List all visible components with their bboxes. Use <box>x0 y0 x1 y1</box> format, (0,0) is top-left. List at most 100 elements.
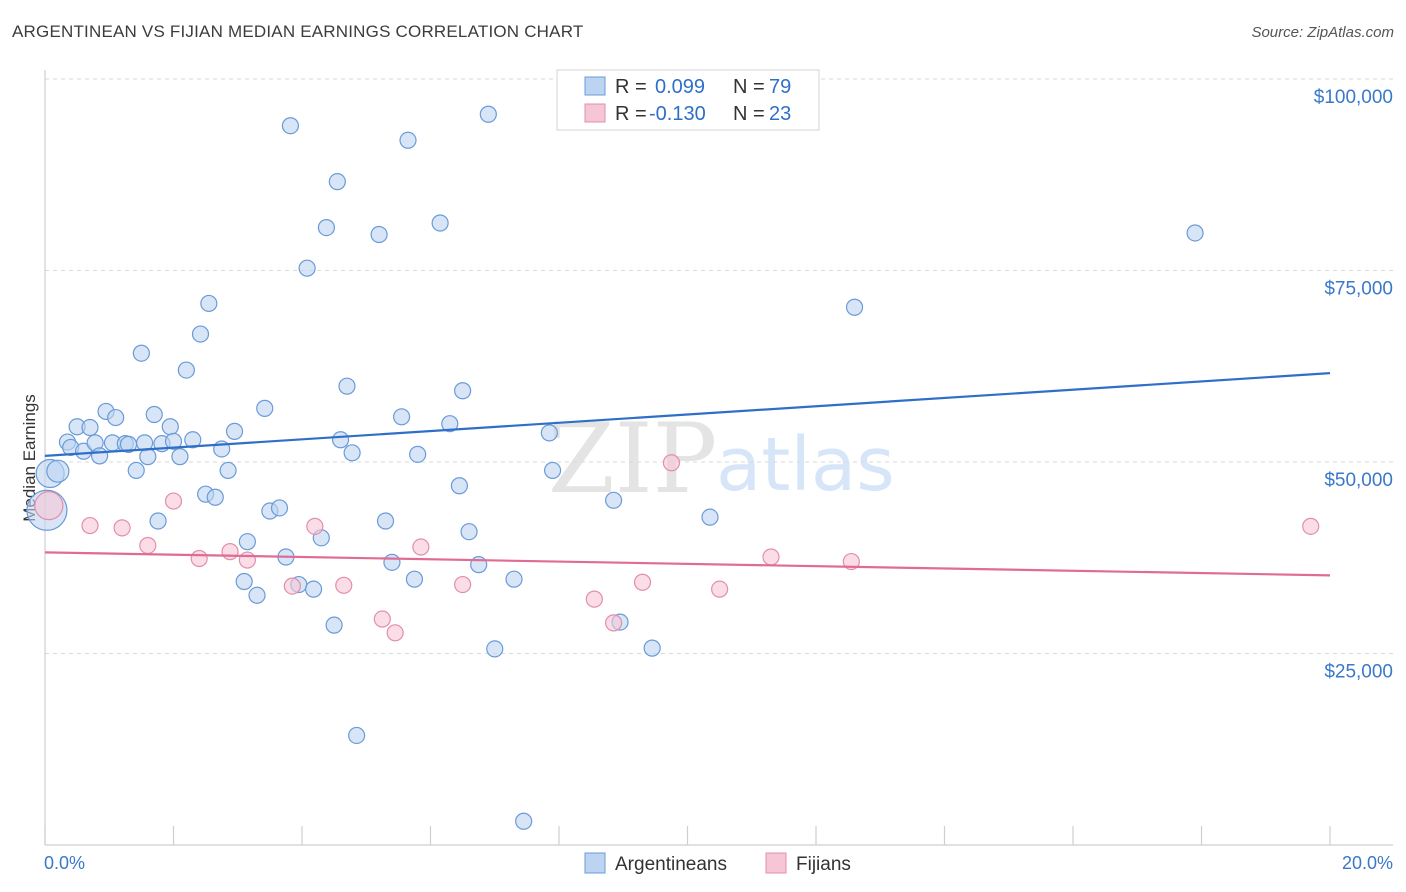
argentineans-point-63 <box>454 382 472 400</box>
fijians-point-7 <box>238 551 256 569</box>
argentineans-point-52 <box>348 726 366 745</box>
argentineans-point-54 <box>376 512 395 530</box>
argentineans-point-19 <box>145 405 163 424</box>
fijians-point-8 <box>283 577 301 595</box>
watermark-atlas: atlas <box>716 422 895 508</box>
x-minor-ticks <box>44 826 1331 845</box>
axes <box>44 70 1393 846</box>
legend-r-label-fij: R = <box>615 103 647 125</box>
argentineans-point-73 <box>605 491 623 509</box>
fijians-point-11 <box>373 610 391 628</box>
argentineans-point-22 <box>161 418 179 436</box>
argentineans-point-49 <box>331 431 350 449</box>
legend-r-label-arg: R = <box>615 76 647 98</box>
argentineans-point-59 <box>409 445 427 463</box>
argentineans-point-34 <box>235 572 253 591</box>
legend-argentineans-label: Argentineans <box>615 854 727 875</box>
stats-legend: R = 0.099 N = 79 R = -0.130 N = 23 <box>556 69 820 131</box>
fijians-point-20 <box>762 548 780 566</box>
fijians-trend-line <box>44 551 1331 577</box>
argentineans-point-32 <box>219 461 237 480</box>
chart-title: ARGENTINEAN VS FIJIAN MEDIAN EARNINGS CO… <box>12 22 584 41</box>
fijians-point-6 <box>221 543 239 561</box>
source-label: Source: ZipAtlas.com <box>1251 24 1394 41</box>
argentineans-point-9 <box>91 447 109 465</box>
series-legend: Argentineans Fijians <box>584 852 851 875</box>
fijians-point-2 <box>113 519 131 537</box>
argentineans-point-2 <box>46 459 70 483</box>
x-tick-label-min: 0.0% <box>44 853 85 873</box>
argentineans-point-67 <box>486 640 504 658</box>
argentineans-point-56 <box>392 408 411 426</box>
argentineans-point-70 <box>540 424 558 442</box>
y-tick-label-100000: $100,000 <box>1314 87 1393 108</box>
argentineans-point-46 <box>317 219 336 237</box>
trend-lines <box>44 372 1331 577</box>
argentineans-point-24 <box>171 448 189 466</box>
argentineans-point-58 <box>405 570 424 588</box>
argentineans-point-51 <box>343 444 361 462</box>
argentineans-point-6 <box>74 442 93 460</box>
argentineans-point-53 <box>370 225 388 244</box>
legend-n-label-fij: N = <box>733 103 765 125</box>
argentineans-point-27 <box>191 325 210 343</box>
fijians-point-4 <box>164 492 183 510</box>
argentineans-point-71 <box>543 461 562 480</box>
argentineans-point-60 <box>431 214 449 232</box>
argentineans-point-29 <box>200 294 218 313</box>
fijians-swatch <box>584 103 606 123</box>
argentineans-point-11 <box>107 408 125 427</box>
legend-n-value-fij: 23 <box>769 103 791 125</box>
argentineans-point-76 <box>701 508 719 526</box>
fijians-point-10 <box>335 576 353 594</box>
fijians-point-17 <box>633 573 652 591</box>
legend-argentineans-swatch <box>584 852 606 874</box>
argentineans-point-20 <box>149 512 167 530</box>
legend-r-value-arg: 0.099 <box>655 76 705 98</box>
fijians-point-15 <box>585 590 603 608</box>
argentineans-swatch <box>584 76 606 96</box>
y-tick-label-25000: $25,000 <box>1324 662 1393 683</box>
argentineans-point-61 <box>441 415 459 433</box>
fijians-point-9 <box>306 517 324 535</box>
watermark-zip: ZIP <box>548 403 717 515</box>
fijians-point-14 <box>454 575 472 594</box>
argentineans-point-75 <box>643 639 661 657</box>
legend-r-value-fij: -0.130 <box>649 103 706 125</box>
argentineans-point-66 <box>479 105 497 123</box>
argentineans-point-68 <box>505 570 523 588</box>
fijians-point-0 <box>34 491 64 521</box>
argentineans-point-57 <box>399 131 417 149</box>
gridlines <box>45 78 1393 654</box>
fijians-point-21 <box>842 552 860 571</box>
argentineans-point-69 <box>515 812 533 830</box>
y-tick-label-50000: $50,000 <box>1324 470 1393 491</box>
argentineans-point-26 <box>184 431 202 449</box>
y-tick-label-75000: $75,000 <box>1324 279 1393 300</box>
y-axis-title: Median Earnings <box>20 394 39 522</box>
fijians-point-12 <box>386 624 404 642</box>
argentineans-point-64 <box>460 523 478 541</box>
argentineans-point-33 <box>225 422 244 440</box>
legend-fijians-label: Fijians <box>796 854 851 875</box>
fijians-point-1 <box>81 516 99 535</box>
argentineans-point-78 <box>1186 224 1204 242</box>
fijians-point-19 <box>711 580 729 598</box>
legend-n-label-arg: N = <box>733 76 765 98</box>
argentineans-point-55 <box>383 553 401 571</box>
fijians-point-18 <box>662 454 681 472</box>
argentineans-point-18 <box>139 448 157 466</box>
argentineans-point-39 <box>270 499 289 517</box>
y-tick-labels: $25,000 $50,000 $75,000 $100,000 <box>1314 87 1393 683</box>
argentineans-point-35 <box>238 533 256 551</box>
argentineans-point-30 <box>206 488 224 506</box>
argentineans-point-50 <box>338 377 356 395</box>
argentineans-point-25 <box>177 361 195 379</box>
fijians-point-5 <box>190 549 208 568</box>
argentineans-point-36 <box>248 586 266 604</box>
argentineans-point-15 <box>127 461 145 480</box>
argentineans-point-23 <box>164 432 183 450</box>
argentineans-point-77 <box>845 298 864 316</box>
fijians-point-16 <box>605 614 623 632</box>
